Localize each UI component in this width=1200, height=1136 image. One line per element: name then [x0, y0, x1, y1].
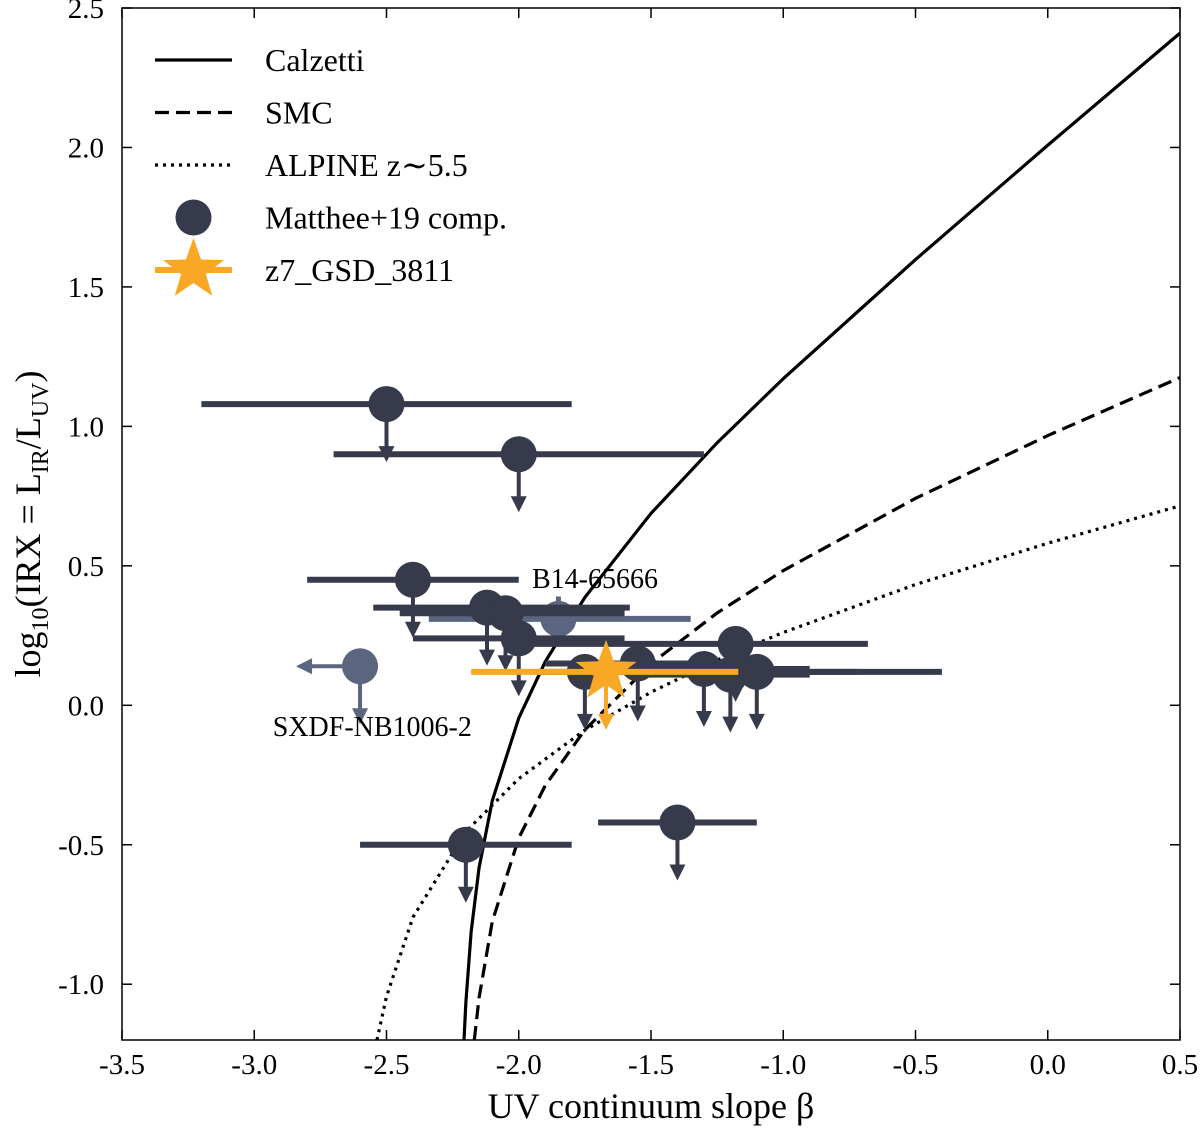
- limit-arrow-head: [296, 658, 313, 675]
- data-point: [738, 653, 775, 690]
- limit-arrow-head: [748, 713, 765, 730]
- x-tick-label: 0.0: [1030, 1049, 1066, 1081]
- legend-text: z7_GSD_3811: [265, 252, 454, 288]
- legend-marker: [175, 199, 212, 236]
- data-point: [659, 804, 696, 841]
- y-tick-label: 1.0: [68, 411, 104, 443]
- plot-area: [201, 31, 1180, 1040]
- x-tick-label: -2.5: [364, 1049, 410, 1081]
- limit-arrow-head: [695, 711, 712, 728]
- limit-arrow-head: [479, 649, 496, 666]
- limit-arrow-head: [727, 685, 744, 702]
- limit-arrow-head: [352, 708, 369, 725]
- y-tick-label: 1.5: [68, 272, 104, 304]
- x-tick-label: -1.0: [760, 1049, 806, 1081]
- point-label: SXDF-NB1006-2: [273, 712, 472, 743]
- y-label-part: ): [8, 371, 48, 383]
- legend-text: Matthee+19 comp.: [265, 200, 507, 236]
- x-tick-label: -3.0: [231, 1049, 277, 1081]
- legend-marker: [163, 238, 224, 296]
- y-label-part: log: [8, 631, 48, 677]
- legend-text: Calzetti: [265, 42, 365, 78]
- x-tick-label: -3.5: [99, 1049, 145, 1081]
- x-tick-label: -1.5: [628, 1049, 674, 1081]
- y-label-part: /L: [8, 417, 48, 449]
- data-point: [575, 639, 637, 698]
- data-point: [500, 436, 537, 473]
- limit-arrow-head: [510, 680, 527, 697]
- limit-arrow-head: [457, 886, 474, 903]
- relation-curve: [375, 504, 1180, 1040]
- data-point: [717, 625, 754, 662]
- point-label: B14-65666: [532, 564, 658, 595]
- limit-arrow-head: [629, 705, 646, 722]
- y-axis-label: log10(IRX = LIR/LUV): [8, 371, 54, 678]
- limit-arrow-head: [404, 621, 421, 638]
- legend-text: SMC: [265, 95, 333, 131]
- limit-arrow-head: [598, 713, 615, 730]
- data-point: [447, 826, 484, 863]
- y-tick-label: 2.0: [68, 132, 104, 164]
- y-tick-label: 0.5: [68, 551, 104, 583]
- limit-arrow-head: [497, 655, 514, 672]
- data-point: [394, 561, 431, 598]
- x-tick-label: -0.5: [893, 1049, 939, 1081]
- y-tick-label: -1.0: [58, 969, 104, 1001]
- limit-arrow-head: [722, 716, 739, 733]
- y-label-part: IR: [28, 449, 54, 473]
- y-label-part: (IRX = L: [8, 473, 48, 607]
- y-tick-label: 2.5: [68, 0, 104, 25]
- limit-arrow-head: [576, 713, 593, 730]
- limit-arrow-head: [669, 864, 686, 881]
- limit-arrow-head: [510, 496, 527, 513]
- legend-text: ALPINE z∼5.5: [265, 147, 468, 183]
- x-tick-label: -2.0: [496, 1049, 542, 1081]
- y-label-part: 10: [28, 607, 54, 631]
- relation-curve: [462, 31, 1180, 1040]
- relation-curve: [472, 376, 1180, 1040]
- y-tick-label: -0.5: [58, 830, 104, 862]
- data-point: [342, 648, 379, 685]
- data-point: [500, 620, 537, 657]
- data-point: [368, 386, 405, 423]
- legend: Calzetti SMC ALPINE z∼5.5 Matthee+19 comp. z…: [155, 42, 507, 296]
- y-tick-label: 0.0: [68, 690, 104, 722]
- x-tick-label: 0.5: [1162, 1049, 1198, 1081]
- x-axis-label: UV continuum slope β: [488, 1086, 815, 1126]
- y-label-part: UV: [28, 382, 54, 417]
